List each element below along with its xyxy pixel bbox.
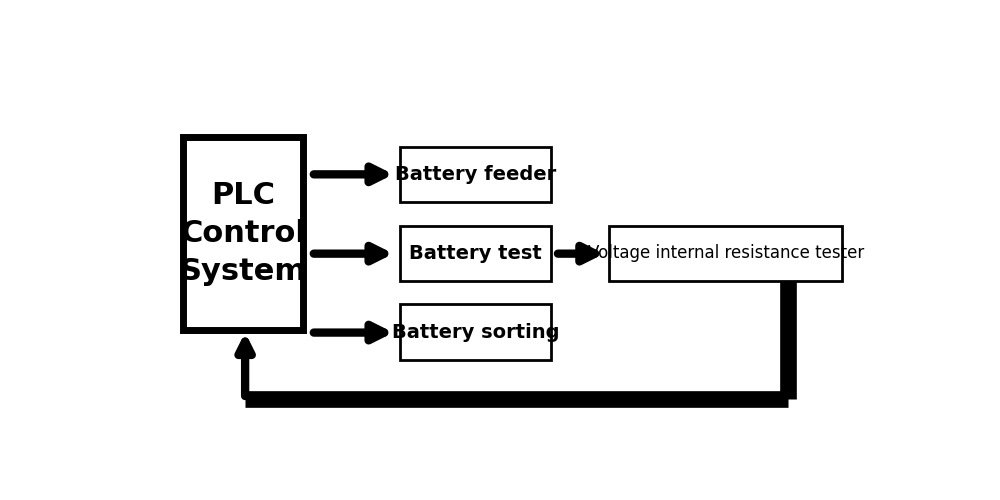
Text: Battery sorting: Battery sorting [392, 323, 559, 342]
Bar [400, 146, 551, 203]
Text: Voltage internal resistance tester: Voltage internal resistance tester [588, 244, 864, 262]
Bar [400, 304, 551, 360]
Text: Battery feeder: Battery feeder [395, 165, 556, 184]
Text: Battery test: Battery test [409, 244, 542, 263]
Bar [183, 137, 303, 330]
Bar [400, 226, 551, 281]
Text: PLC
Control
System: PLC Control System [180, 180, 307, 286]
Bar [609, 226, 842, 281]
